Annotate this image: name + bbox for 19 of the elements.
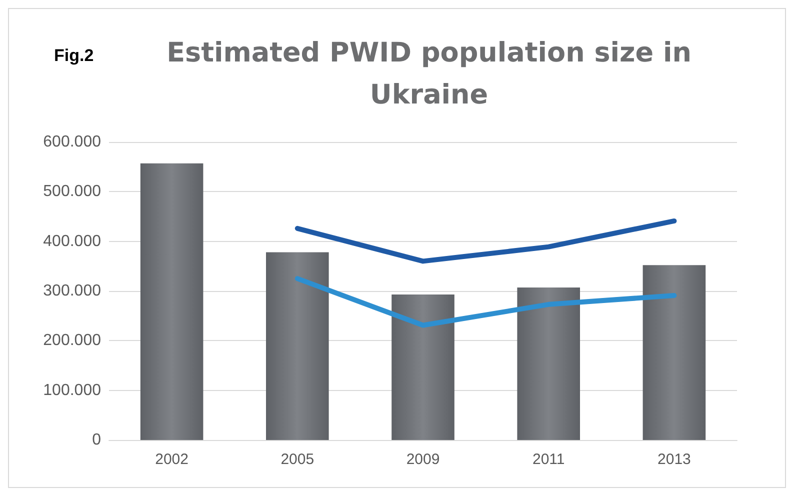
y-tick-label: 600.000	[43, 134, 102, 150]
y-tick-label: 500.000	[43, 183, 102, 200]
x-tick-label: 2011	[532, 451, 565, 468]
bar	[392, 294, 454, 440]
bar	[517, 288, 580, 440]
chart-title: Estimated PWID population size in Ukraine	[166, 38, 692, 110]
x-tick-label: 2002	[155, 451, 188, 468]
y-tick-label: 300.000	[43, 282, 102, 300]
bar	[642, 265, 706, 440]
bar	[140, 163, 204, 440]
bar	[266, 252, 329, 440]
x-tick-label: 2013	[658, 451, 691, 468]
y-tick-label: 400.000	[43, 232, 102, 250]
x-tick-label: 2009	[406, 451, 440, 468]
x-tick-label: 2005	[280, 451, 314, 468]
y-tick-label: 100.000	[43, 382, 102, 399]
caption: Fig.2	[54, 46, 94, 65]
y-tick-label: 0	[92, 432, 102, 448]
y-tick-label: 200.000	[43, 332, 102, 350]
